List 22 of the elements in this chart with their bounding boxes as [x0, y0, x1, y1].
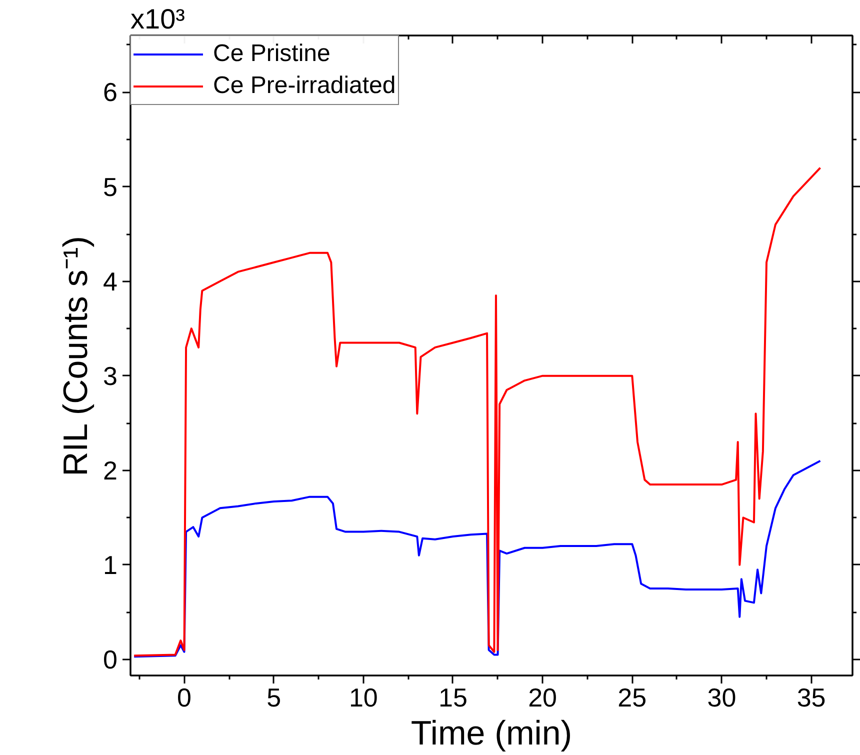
x-axis-title: Time (min)	[410, 714, 572, 752]
y-tick-label: 0	[103, 644, 118, 674]
legend-label: Ce Pre-irradiated	[213, 71, 396, 101]
text: x10³	[130, 4, 185, 34]
x-tick-label: 30	[707, 682, 736, 712]
x-tick-label: 20	[528, 682, 558, 712]
y-tick-label: 1	[103, 550, 118, 580]
x-tick-label: 35	[796, 682, 826, 712]
x-tick-label: 15	[438, 682, 468, 712]
y-tick-label: 5	[103, 172, 118, 202]
line-series	[133, 166, 822, 657]
y-axis-title: RIL (Counts s⁻¹)	[57, 236, 96, 476]
legend-label: Ce Pristine	[213, 39, 330, 69]
y-tick-label: 2	[103, 455, 118, 486]
y-tick-label: 3	[103, 360, 118, 391]
x-tick-label: 10	[348, 682, 378, 712]
x-tick-label: 25	[618, 682, 647, 712]
y-tick-label: 6	[103, 77, 118, 108]
x-tick-label: 5	[266, 682, 282, 712]
x-tick-label: 0	[177, 682, 192, 712]
y-tick-label: 4	[103, 266, 118, 296]
line-series	[133, 460, 822, 658]
